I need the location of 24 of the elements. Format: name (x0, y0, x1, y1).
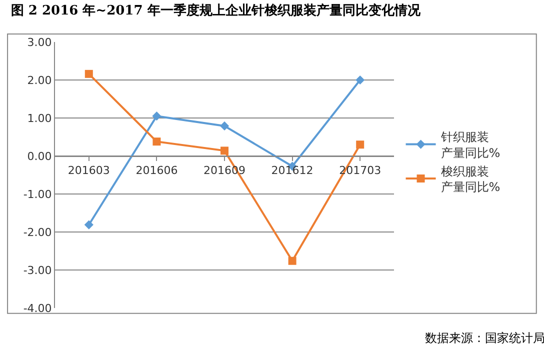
point (84, 70, 93, 78)
point (220, 146, 228, 155)
point (356, 140, 364, 149)
point (288, 256, 296, 265)
y-tick-label: 2.00 (27, 74, 52, 87)
x-tick-label: 201606 (136, 164, 178, 178)
point (356, 75, 365, 85)
y-tick-label: -3.00 (23, 264, 52, 277)
legend-label: 梭织服装产量同比% (440, 164, 500, 194)
point (152, 138, 161, 146)
x-tick-label: 201603 (68, 164, 110, 178)
x-tick-label: 201612 (271, 164, 314, 178)
point (220, 121, 230, 131)
point (84, 220, 94, 230)
y-tick-label: -2.00 (23, 226, 52, 239)
y-tick-label: -1.00 (23, 188, 52, 201)
point (152, 112, 162, 121)
source-note: 数据来源：国家统计局 (425, 331, 544, 345)
y-tick-label: -4.00 (23, 302, 52, 315)
y-tick-label: 1.00 (27, 112, 52, 125)
legend-label: 针织服装产量同比% (440, 130, 500, 160)
y-tick-label: 0.00 (27, 150, 52, 163)
chart-title: 图 2 2016 年~2017 年一季度规上企业针梭织服装产量同比变化情况 (10, 2, 422, 18)
y-tick-label: 3.00 (27, 36, 52, 49)
